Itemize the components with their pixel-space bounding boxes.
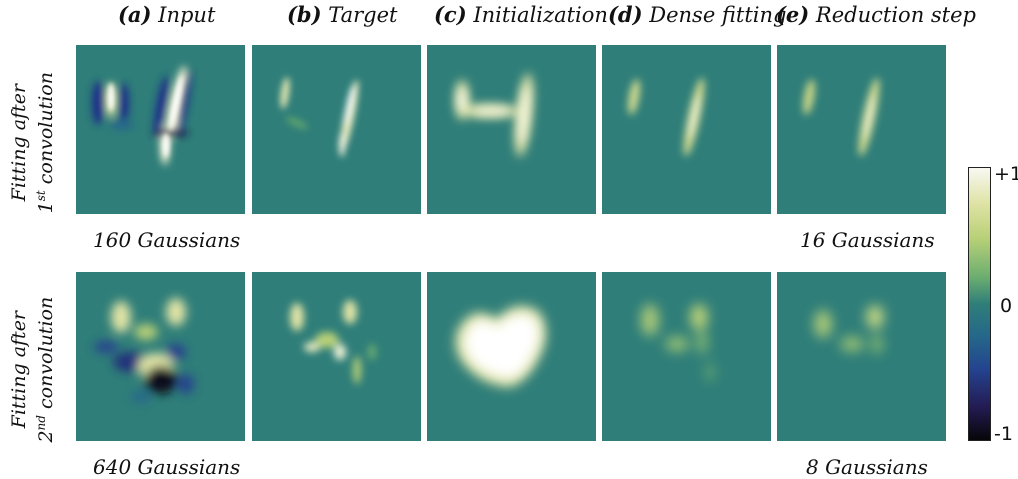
panel-row2-initialization — [427, 272, 596, 441]
colorbar-max-label: +1 — [994, 163, 1018, 185]
row-label-second: Fitting after 2nd convolution — [7, 296, 58, 443]
count-row2-reduced: 8 Gaussians — [806, 455, 928, 479]
count-row1-input: 160 Gaussians — [93, 228, 241, 252]
colorbar — [968, 167, 991, 441]
column-title-reduction-step: (e) Reduction step — [776, 2, 976, 27]
colorbar-mid-label: 0 — [1000, 295, 1013, 317]
panel-row1-reduction-step — [777, 45, 946, 214]
column-title-target: (b) Target — [287, 2, 398, 27]
count-row1-reduced: 16 Gaussians — [800, 228, 935, 252]
panel-row1-dense-fitting — [602, 45, 771, 214]
count-row2-input: 640 Gaussians — [93, 455, 241, 479]
colorbar-min-label: -1 — [994, 423, 1013, 445]
column-title-initialization: (c) Initialization — [434, 2, 608, 27]
column-title-input: (a) Input — [118, 2, 216, 27]
panel-row2-input — [76, 272, 245, 441]
panel-row1-initialization — [427, 45, 596, 214]
panel-row1-input — [76, 45, 245, 214]
panel-row1-target — [252, 45, 421, 214]
panel-row2-target — [252, 272, 421, 441]
column-title-dense-fitting: (d) Dense fitting — [608, 2, 787, 27]
panel-row2-dense-fitting — [602, 272, 771, 441]
panel-row2-reduction-step — [777, 272, 946, 441]
row-label-first: Fitting after 1st convolution — [7, 72, 58, 214]
